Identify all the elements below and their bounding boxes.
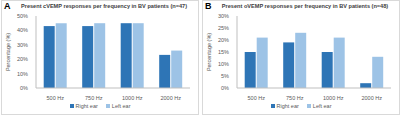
html-text:Present oVEMP responses per fr: Present oVEMP responses per frequency in… (221, 3, 389, 9)
svg-text:5%: 5% (221, 73, 229, 79)
svg-text:500 Hz: 500 Hz (47, 95, 65, 100)
svg-text:0%: 0% (20, 85, 28, 91)
html-text:Present cVEMP responses per fr: Present cVEMP responses per frequency in… (21, 3, 187, 9)
svg-text:15%: 15% (218, 49, 229, 55)
svg-text:1000 Hz: 1000 Hz (323, 95, 344, 100)
svg-text:500 Hz: 500 Hz (248, 95, 266, 100)
svg-text:1000 Hz: 1000 Hz (122, 95, 143, 100)
svg-text:10%: 10% (17, 71, 28, 77)
html-text:Left ear: Left ear (312, 103, 332, 109)
svg-text:2000 Hz: 2000 Hz (161, 95, 182, 100)
svg-text:50%: 50% (17, 13, 28, 19)
svg-text:Percentage (%): Percentage (%) (206, 33, 212, 71)
svg-text:40%: 40% (17, 27, 28, 33)
svg-text:Percentage (%): Percentage (%) (8, 33, 11, 71)
html-text:Left ear: Left ear (111, 103, 131, 109)
html-text:Right ear: Right ear (75, 103, 98, 109)
html-text:B: B (205, 1, 212, 11)
html-text:A: A (4, 1, 11, 11)
svg-text:2000 Hz: 2000 Hz (362, 95, 383, 100)
svg-text:30%: 30% (218, 13, 229, 19)
svg-text:750 Hz: 750 Hz (286, 95, 304, 100)
svg-text:750 Hz: 750 Hz (85, 95, 103, 100)
svg-text:20%: 20% (218, 37, 229, 43)
svg-text:20%: 20% (17, 56, 28, 62)
svg-text:25%: 25% (218, 25, 229, 31)
html-text:Right ear: Right ear (276, 103, 299, 109)
svg-text:30%: 30% (17, 42, 28, 48)
svg-text:10%: 10% (218, 61, 229, 67)
svg-text:0%: 0% (221, 85, 229, 91)
